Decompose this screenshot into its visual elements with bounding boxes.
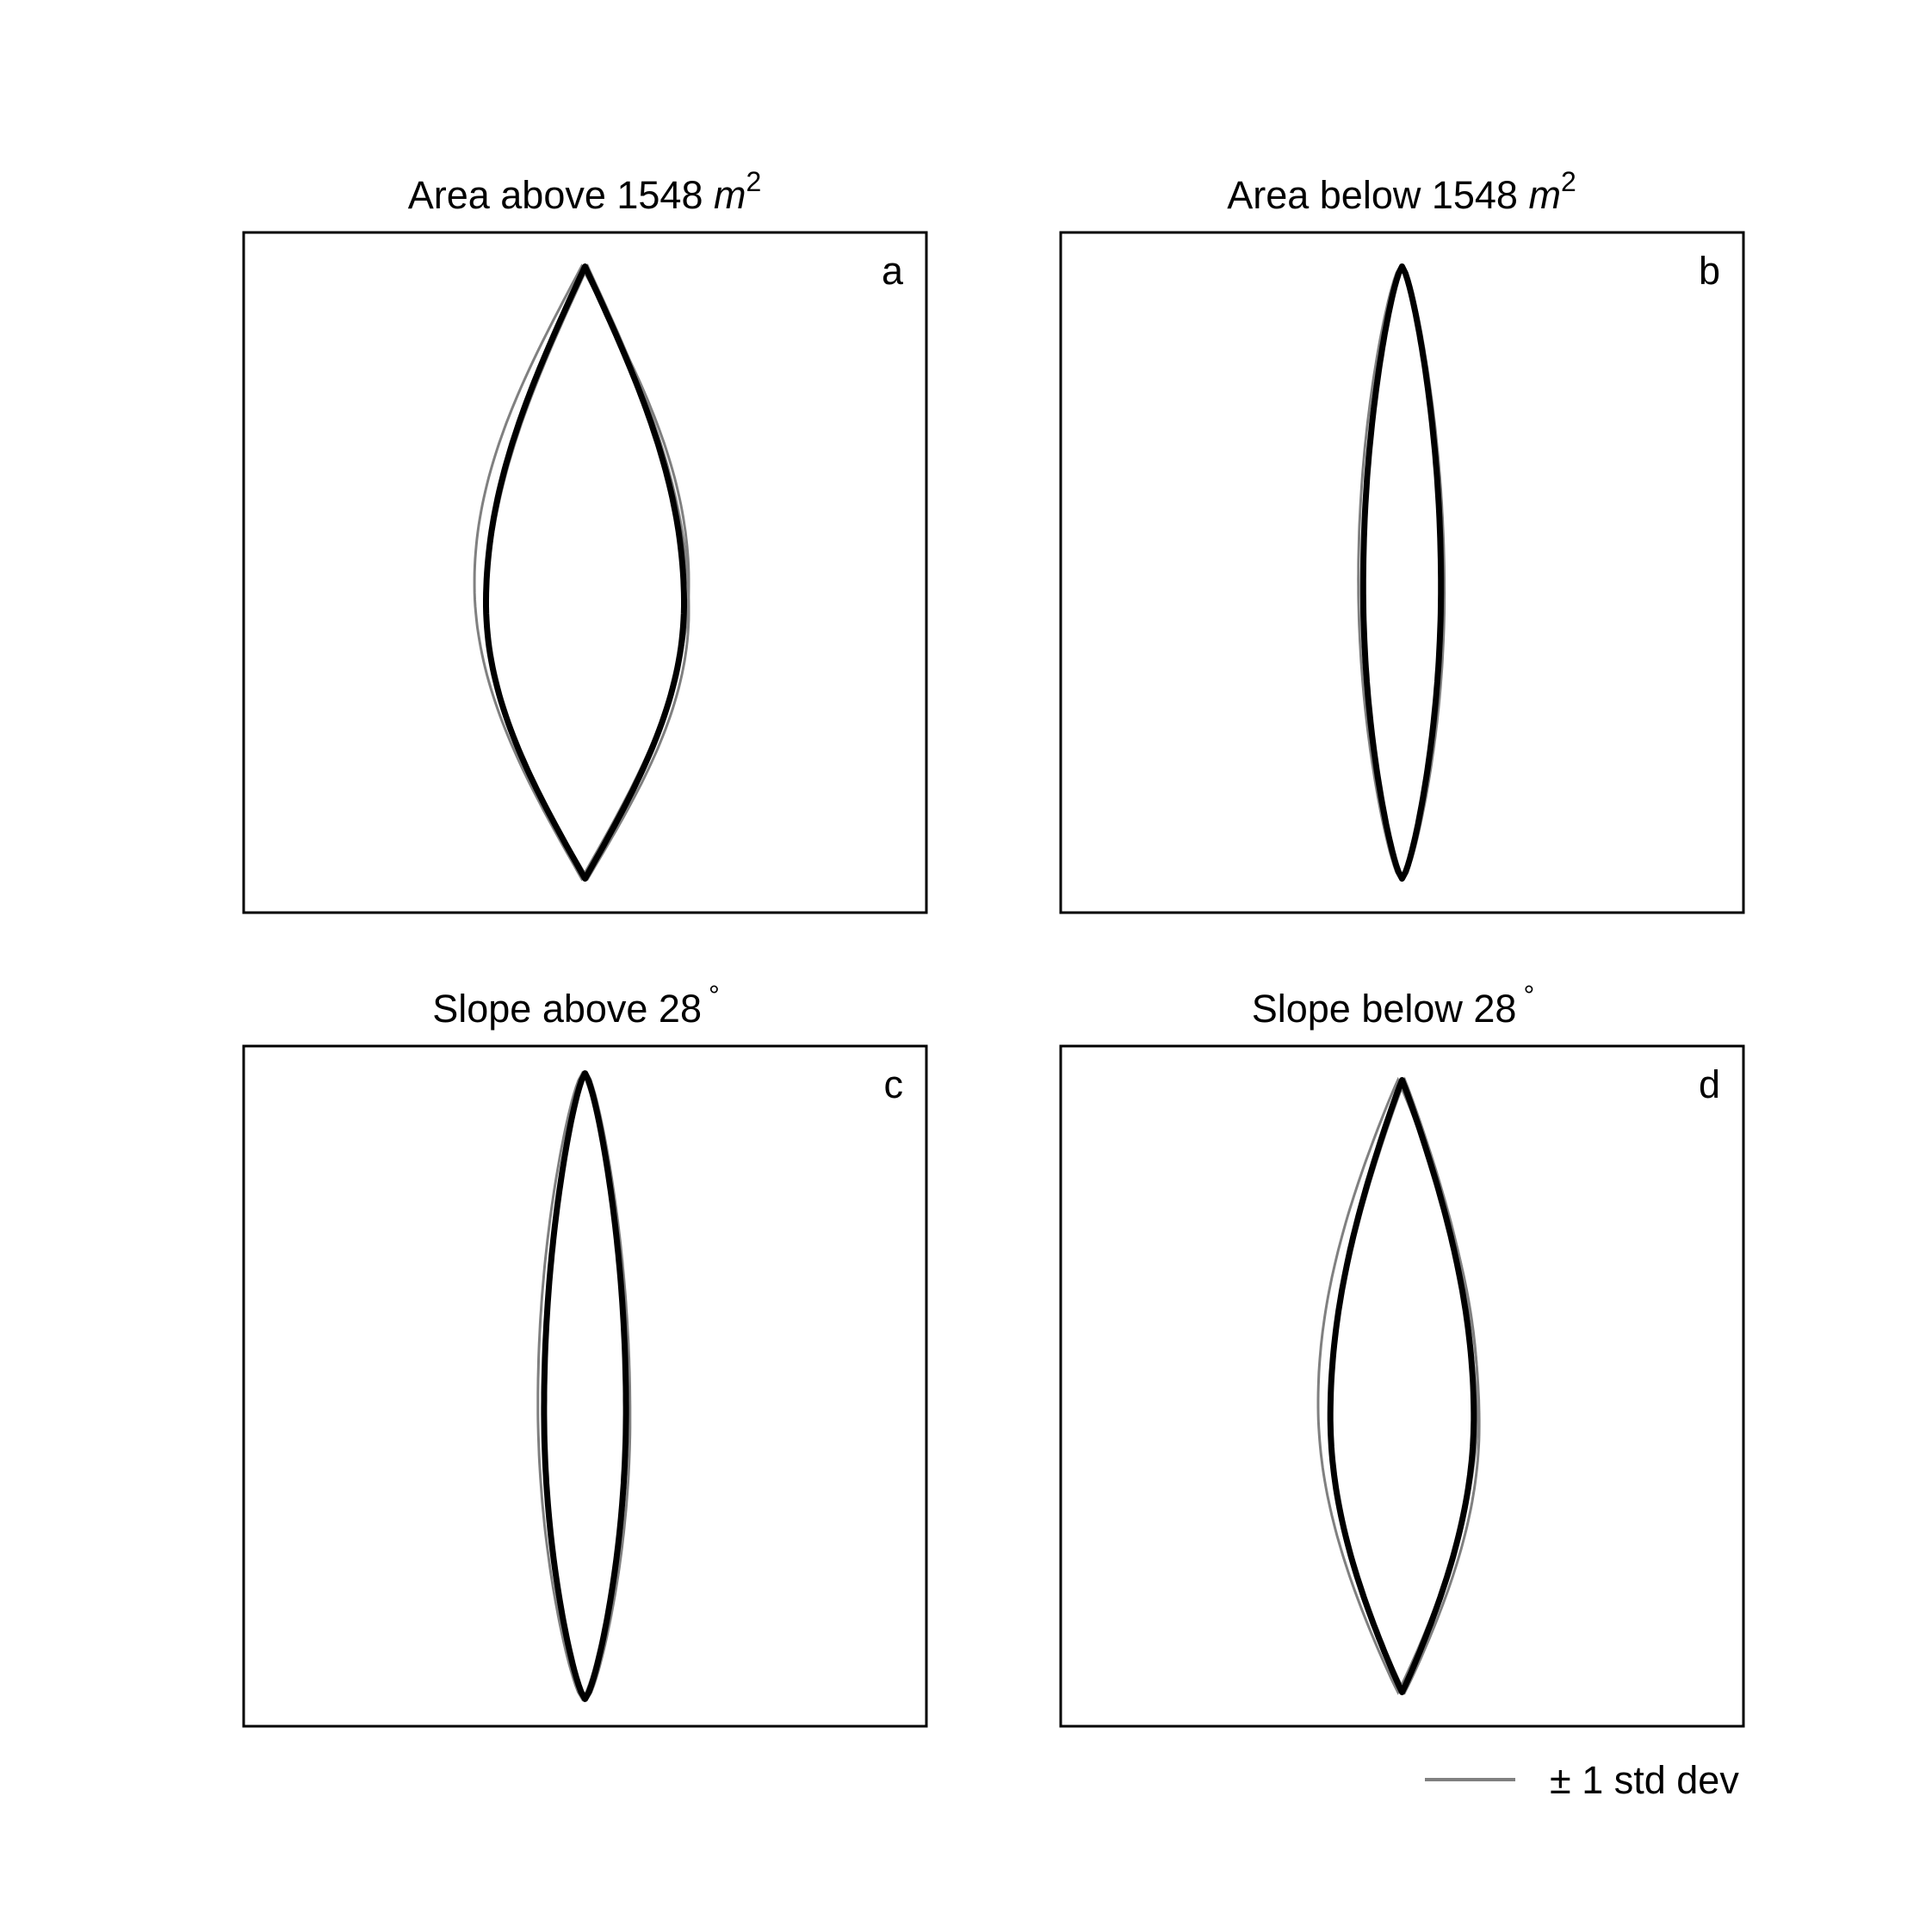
panel-a-std-outline-2 [485, 263, 690, 882]
legend: ± 1 std dev [1425, 1758, 1739, 1802]
panel-a-mean-outline [483, 263, 687, 882]
panel-b-curves [1357, 263, 1446, 882]
panel-c-curves [536, 1070, 632, 1702]
panel-a: a Area above 1548 m2 [242, 166, 928, 914]
panel-d-title-sup: ° [1523, 980, 1534, 1011]
panel-a-title: Area above 1548 m2 [408, 166, 762, 217]
panel-d-frame [1059, 1044, 1745, 1728]
panel-b-title-sup: 2 [1561, 166, 1576, 197]
panel-c-frame [242, 1044, 928, 1728]
panel-a-std-outline-1 [473, 263, 690, 882]
panel-d-std-outline-1 [1316, 1076, 1479, 1695]
panel-c-mean-outline [541, 1070, 629, 1702]
panel-b-frame [1059, 231, 1745, 914]
panel-d: d Slope below 28 ° [1059, 980, 1745, 1728]
panel-c-label: c [884, 1062, 904, 1106]
panel-b-std-outline-1 [1357, 263, 1443, 882]
panel-c-title-sup: ° [709, 980, 720, 1011]
panel-a-frame [242, 231, 928, 914]
panel-a-title-unit: m [714, 173, 746, 217]
panel-c: c Slope above 28 ° [242, 980, 928, 1728]
panel-a-title-main: Area above 1548 [408, 173, 714, 217]
panel-d-std-outline-2 [1328, 1076, 1481, 1695]
panel-b-mean-outline [1359, 263, 1445, 882]
panel-a-title-sup: 2 [746, 166, 761, 197]
panel-b-label: b [1699, 249, 1720, 293]
panel-b-title-unit: m [1528, 173, 1561, 217]
panel-a-curves [473, 263, 690, 882]
legend-label: ± 1 std dev [1550, 1758, 1739, 1802]
panel-b: b Area below 1548 m2 [1059, 166, 1745, 914]
panel-b-title-main: Area below 1548 [1227, 173, 1528, 217]
panel-c-title-main: Slope above 28 [432, 987, 702, 1031]
panel-d-mean-outline [1327, 1077, 1477, 1695]
panel-a-label: a [882, 249, 904, 293]
panel-d-label: d [1699, 1062, 1720, 1106]
panel-d-title-main: Slope below 28 [1252, 987, 1517, 1031]
panel-b-title: Area below 1548 m2 [1227, 166, 1576, 217]
panel-c-title: Slope above 28 ° [432, 980, 720, 1031]
panel-d-curves [1316, 1076, 1481, 1695]
panel-d-title: Slope below 28 ° [1252, 980, 1535, 1031]
